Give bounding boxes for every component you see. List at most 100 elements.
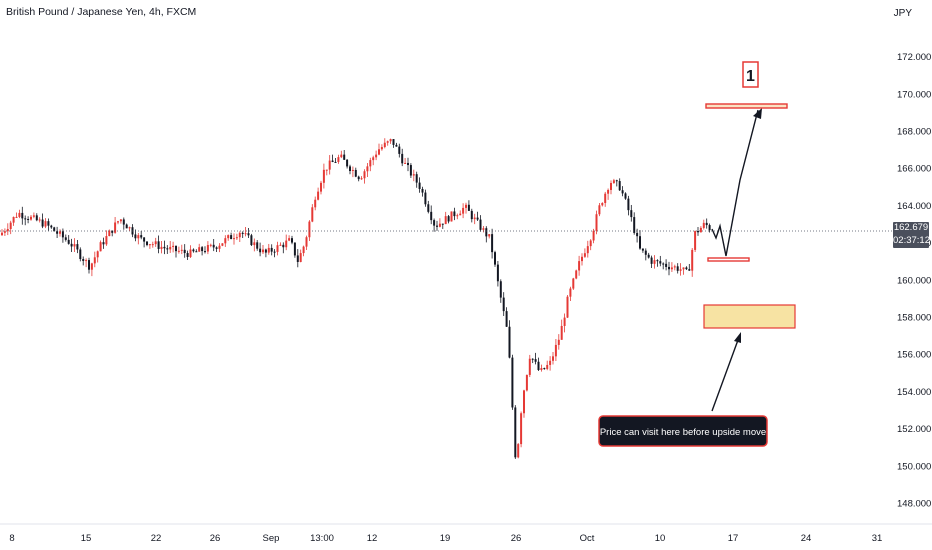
candle-body [244,233,247,235]
candle-body [514,407,517,458]
candle-body [299,253,302,262]
candle-body [175,245,177,252]
y-tick-label: 156.000 [897,350,931,361]
candle-body [627,198,630,211]
candle-body [30,216,32,220]
candle-body [128,227,131,229]
candle-body [482,228,485,230]
callout-box [598,415,768,447]
x-tick-label: 26 [511,533,522,544]
candle-body [32,215,35,217]
candle-body [125,224,128,229]
candle-body [697,231,699,233]
candle-body [392,139,395,145]
candle-body [612,180,615,183]
candle-body [494,252,496,265]
candle-body [105,236,108,245]
target-level-box [705,103,788,109]
candle-body [569,288,572,297]
candle-body [198,247,201,252]
candle-body [491,234,494,253]
callout-arrowhead [734,332,741,343]
candle-body [317,191,320,200]
candle-body [331,160,334,162]
candle-body [566,296,569,318]
candle-body [386,141,389,143]
candle-body [334,161,337,163]
candle-body [117,221,119,223]
candle-body [1,232,3,236]
candle-body [366,166,369,172]
candle-body [119,219,122,222]
candle-body [209,244,212,246]
candle-body [430,211,433,221]
candle-body [485,228,488,237]
candle-body [499,281,502,298]
candle-body [35,215,38,221]
candle-body [340,154,343,158]
candle-body [688,269,691,271]
candle-body [160,246,163,249]
candle-body [467,204,470,211]
candle-body [389,139,392,142]
candle-body [3,231,6,233]
candle-body [450,211,453,222]
candle-body [615,180,618,182]
candle-body [702,222,705,228]
candle-body [644,250,647,255]
candle-body [76,244,79,250]
candle-body [380,147,383,150]
candle-body [163,246,166,249]
y-tick-label: 158.000 [897,313,931,324]
x-tick-label: 24 [801,533,812,544]
candle-body [70,243,73,247]
candle-body [59,231,61,234]
candle-body [154,241,157,245]
candle-body [253,242,256,246]
candle-body [621,190,624,194]
candle-body [146,241,148,245]
candle-body [578,261,581,271]
candle-body [624,193,627,199]
last-price-tag: 162.679 02:37:12 [893,222,930,248]
candle-body [267,247,270,253]
candle-body [650,257,653,264]
candle-body [291,238,293,243]
candle-body [670,267,673,270]
candle-body [215,247,218,249]
candle-body [421,188,424,193]
candle-body [241,232,244,234]
candle-body [523,390,525,414]
candle-body [82,259,85,261]
candle-body [354,169,357,177]
candle-body [143,237,146,242]
candle-body [85,260,88,262]
candle-body [639,236,641,249]
candle-body [676,266,679,271]
candle-body [322,169,325,183]
candle-body [659,261,662,264]
candle-body [534,359,537,362]
candle-body [166,248,169,250]
candle-body [47,221,50,226]
candle-body [148,244,151,246]
candle-body [496,264,499,282]
candle-body [273,251,276,253]
candle-body [38,219,41,221]
x-tick-label: 8 [9,533,14,544]
candle-body [598,205,601,215]
y-tick-label: 170.000 [897,89,931,100]
candle-body [488,234,491,237]
candle-body [325,169,328,171]
candle-body [64,237,67,240]
x-tick-label: 22 [151,533,162,544]
candle-body [505,311,508,327]
candle-body [27,218,30,220]
candle-body [453,211,456,217]
y-tick-label: 166.000 [897,164,931,175]
x-tick-label: 31 [872,533,883,544]
candle-body [96,251,99,258]
candle-body [186,253,189,257]
candle-body [177,250,180,252]
